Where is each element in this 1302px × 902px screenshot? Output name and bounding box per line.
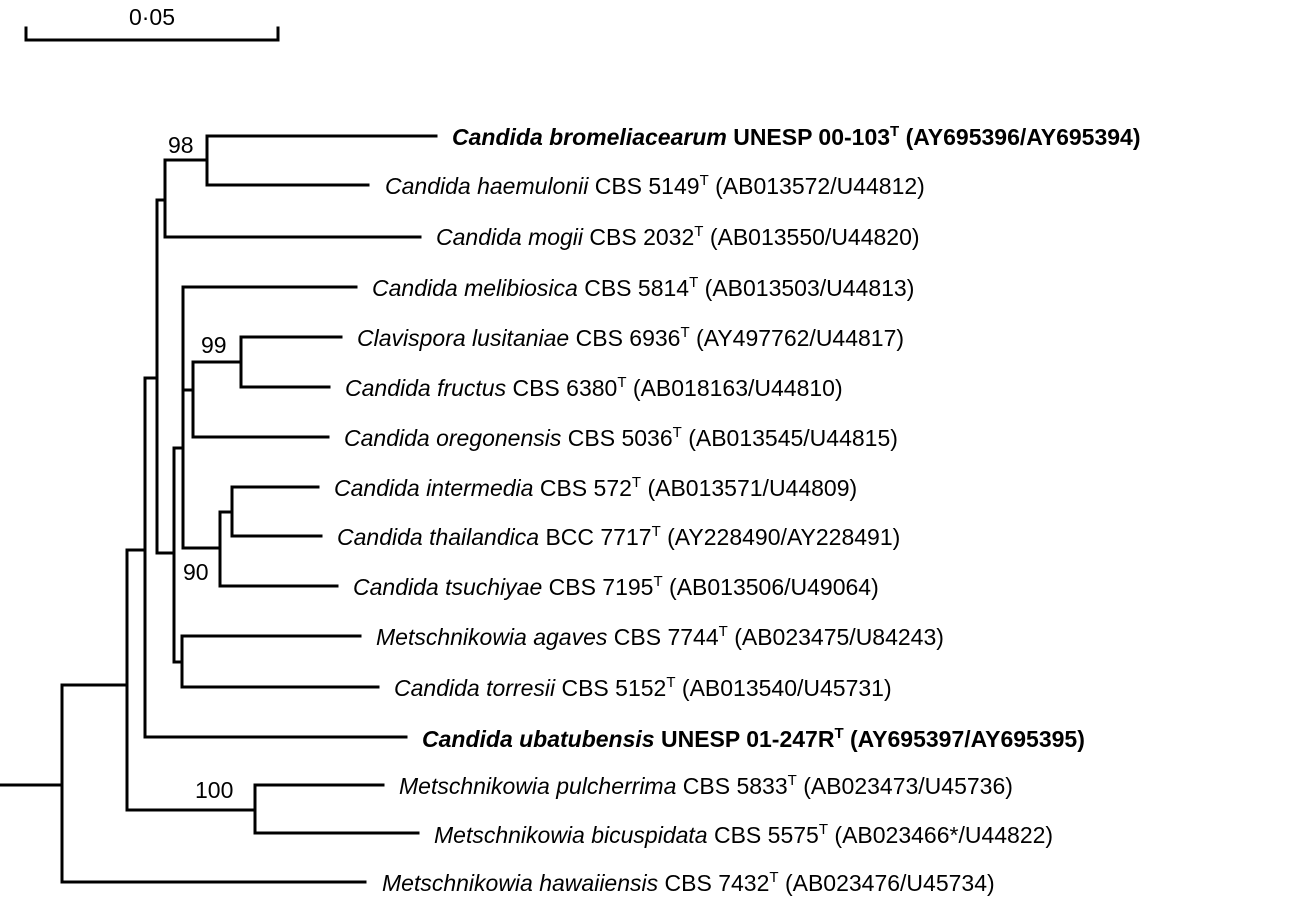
taxon-strain: CBS 5833	[683, 773, 788, 799]
taxon-type-superscript: T	[652, 523, 661, 540]
taxon-type-superscript: T	[666, 674, 675, 691]
taxon-label: Candida haemulonii CBS 5149T (AB013572/U…	[385, 172, 925, 199]
taxon-name: Candida torresii	[394, 675, 556, 701]
taxon-strain: CBS 5814	[584, 275, 689, 301]
scale-bar-line	[24, 26, 280, 42]
taxon-type-superscript: T	[673, 424, 682, 441]
taxon-type-superscript: T	[700, 172, 709, 189]
taxon-name: Candida melibiosica	[372, 275, 578, 301]
taxon-strain: CBS 572	[540, 475, 632, 501]
taxon-strain: CBS 5575	[714, 822, 819, 848]
taxon-type-superscript: T	[689, 274, 698, 291]
taxon-name: Metschnikowia hawaiiensis	[382, 870, 659, 896]
taxon-name: Candida oregonensis	[344, 425, 562, 451]
taxon-name: Candida thailandica	[337, 524, 539, 550]
taxon-accession: (AB023466*/U44822)	[834, 822, 1053, 848]
taxon-type-superscript: T	[719, 623, 728, 640]
bootstrap-100: 100	[195, 777, 233, 803]
tree-branches	[0, 134, 438, 884]
taxon-accession: (AB013506/U49064)	[669, 574, 879, 600]
taxon-name: Candida intermedia	[334, 475, 533, 501]
taxon-strain: CBS 7195	[549, 574, 654, 600]
scale-bar: 0·05	[24, 4, 280, 42]
taxon-labels: Candida bromeliacearum UNESP 00-103T (AY…	[334, 123, 1141, 896]
taxon-label: Candida tsuchiyae CBS 7195T (AB013506/U4…	[353, 573, 879, 600]
taxon-name: Metschnikowia pulcherrima	[399, 773, 676, 799]
taxon-label: Metschnikowia hawaiiensis CBS 7432T (AB0…	[382, 869, 995, 896]
taxon-name: Clavispora lusitaniae	[357, 325, 569, 351]
taxon-label: Candida torresii CBS 5152T (AB013540/U45…	[394, 674, 892, 701]
taxon-accession: (AB013540/U45731)	[682, 675, 892, 701]
bootstrap-99: 99	[201, 332, 227, 358]
taxon-accession: (AB018163/U44810)	[633, 375, 843, 401]
taxon-label: Metschnikowia agaves CBS 7744T (AB023475…	[376, 623, 944, 650]
taxon-accession: (AY228490/AY228491)	[667, 524, 900, 550]
taxon-type-superscript: T	[788, 772, 797, 789]
taxon-strain: CBS 5149	[595, 173, 700, 199]
taxon-type-superscript: T	[819, 821, 828, 838]
taxon-name: Candida haemulonii	[385, 173, 589, 199]
taxon-type-superscript: T	[632, 474, 641, 491]
taxon-type-superscript: T	[680, 324, 689, 341]
taxon-accession: (AB023475/U84243)	[734, 624, 944, 650]
taxon-strain: CBS 5036	[568, 425, 673, 451]
taxon-type-superscript: T	[617, 374, 626, 391]
taxon-label: Clavispora lusitaniae CBS 6936T (AY49776…	[357, 324, 904, 351]
taxon-name: Candida ubatubensis	[422, 726, 655, 752]
bootstrap-values: 98 99 90 100	[168, 132, 233, 803]
taxon-strain: CBS 7432	[665, 870, 770, 896]
taxon-accession: (AB023473/U45736)	[803, 773, 1013, 799]
taxon-strain: CBS 6936	[576, 325, 681, 351]
taxon-accession: (AB013503/U44813)	[705, 275, 915, 301]
taxon-accession: (AB013571/U44809)	[647, 475, 857, 501]
taxon-label: Candida oregonensis CBS 5036T (AB013545/…	[344, 424, 898, 451]
bootstrap-98: 98	[168, 132, 194, 158]
taxon-label: Candida mogii CBS 2032T (AB013550/U44820…	[436, 223, 920, 250]
taxon-strain: UNESP 01-247R	[661, 726, 835, 752]
taxon-strain: CBS 6380	[512, 375, 617, 401]
taxon-accession: (AB013550/U44820)	[710, 224, 920, 250]
taxon-label: Candida thailandica BCC 7717T (AY228490/…	[337, 523, 900, 550]
taxon-accession: (AY695397/AY695395)	[850, 726, 1085, 752]
taxon-name: Candida tsuchiyae	[353, 574, 542, 600]
taxon-accession: (AY695396/AY695394)	[906, 124, 1141, 150]
taxon-name: Candida fructus	[345, 375, 507, 401]
taxon-type-superscript: T	[694, 223, 703, 240]
taxon-label: Candida ubatubensis UNESP 01-247RT (AY69…	[422, 725, 1085, 752]
taxon-label: Candida melibiosica CBS 5814T (AB013503/…	[372, 274, 914, 301]
taxon-name: Metschnikowia bicuspidata	[434, 822, 708, 848]
taxon-strain: BCC 7717	[545, 524, 651, 550]
taxon-accession: (AB023476/U45734)	[785, 870, 995, 896]
taxon-label: Metschnikowia bicuspidata CBS 5575T (AB0…	[434, 821, 1053, 848]
taxon-type-superscript: T	[653, 573, 662, 590]
scale-bar-label: 0·05	[129, 4, 175, 30]
taxon-strain: UNESP 00-103	[733, 124, 890, 150]
taxon-name: Candida mogii	[436, 224, 584, 250]
taxon-accession: (AY497762/U44817)	[696, 325, 904, 351]
taxon-label: Candida intermedia CBS 572T (AB013571/U4…	[334, 474, 857, 501]
bootstrap-90: 90	[183, 559, 209, 585]
taxon-type-superscript: T	[769, 869, 778, 886]
taxon-label: Candida bromeliacearum UNESP 00-103T (AY…	[452, 123, 1141, 150]
taxon-type-superscript: T	[834, 725, 843, 742]
taxon-type-superscript: T	[890, 123, 899, 140]
taxon-accession: (AB013572/U44812)	[715, 173, 925, 199]
taxon-strain: CBS 2032	[589, 224, 694, 250]
taxon-strain: CBS 7744	[614, 624, 719, 650]
taxon-accession: (AB013545/U44815)	[688, 425, 898, 451]
taxon-name: Metschnikowia agaves	[376, 624, 608, 650]
taxon-label: Candida fructus CBS 6380T (AB018163/U448…	[345, 374, 843, 401]
taxon-name: Candida bromeliacearum	[452, 124, 727, 150]
taxon-strain: CBS 5152	[561, 675, 666, 701]
taxon-label: Metschnikowia pulcherrima CBS 5833T (AB0…	[399, 772, 1013, 799]
